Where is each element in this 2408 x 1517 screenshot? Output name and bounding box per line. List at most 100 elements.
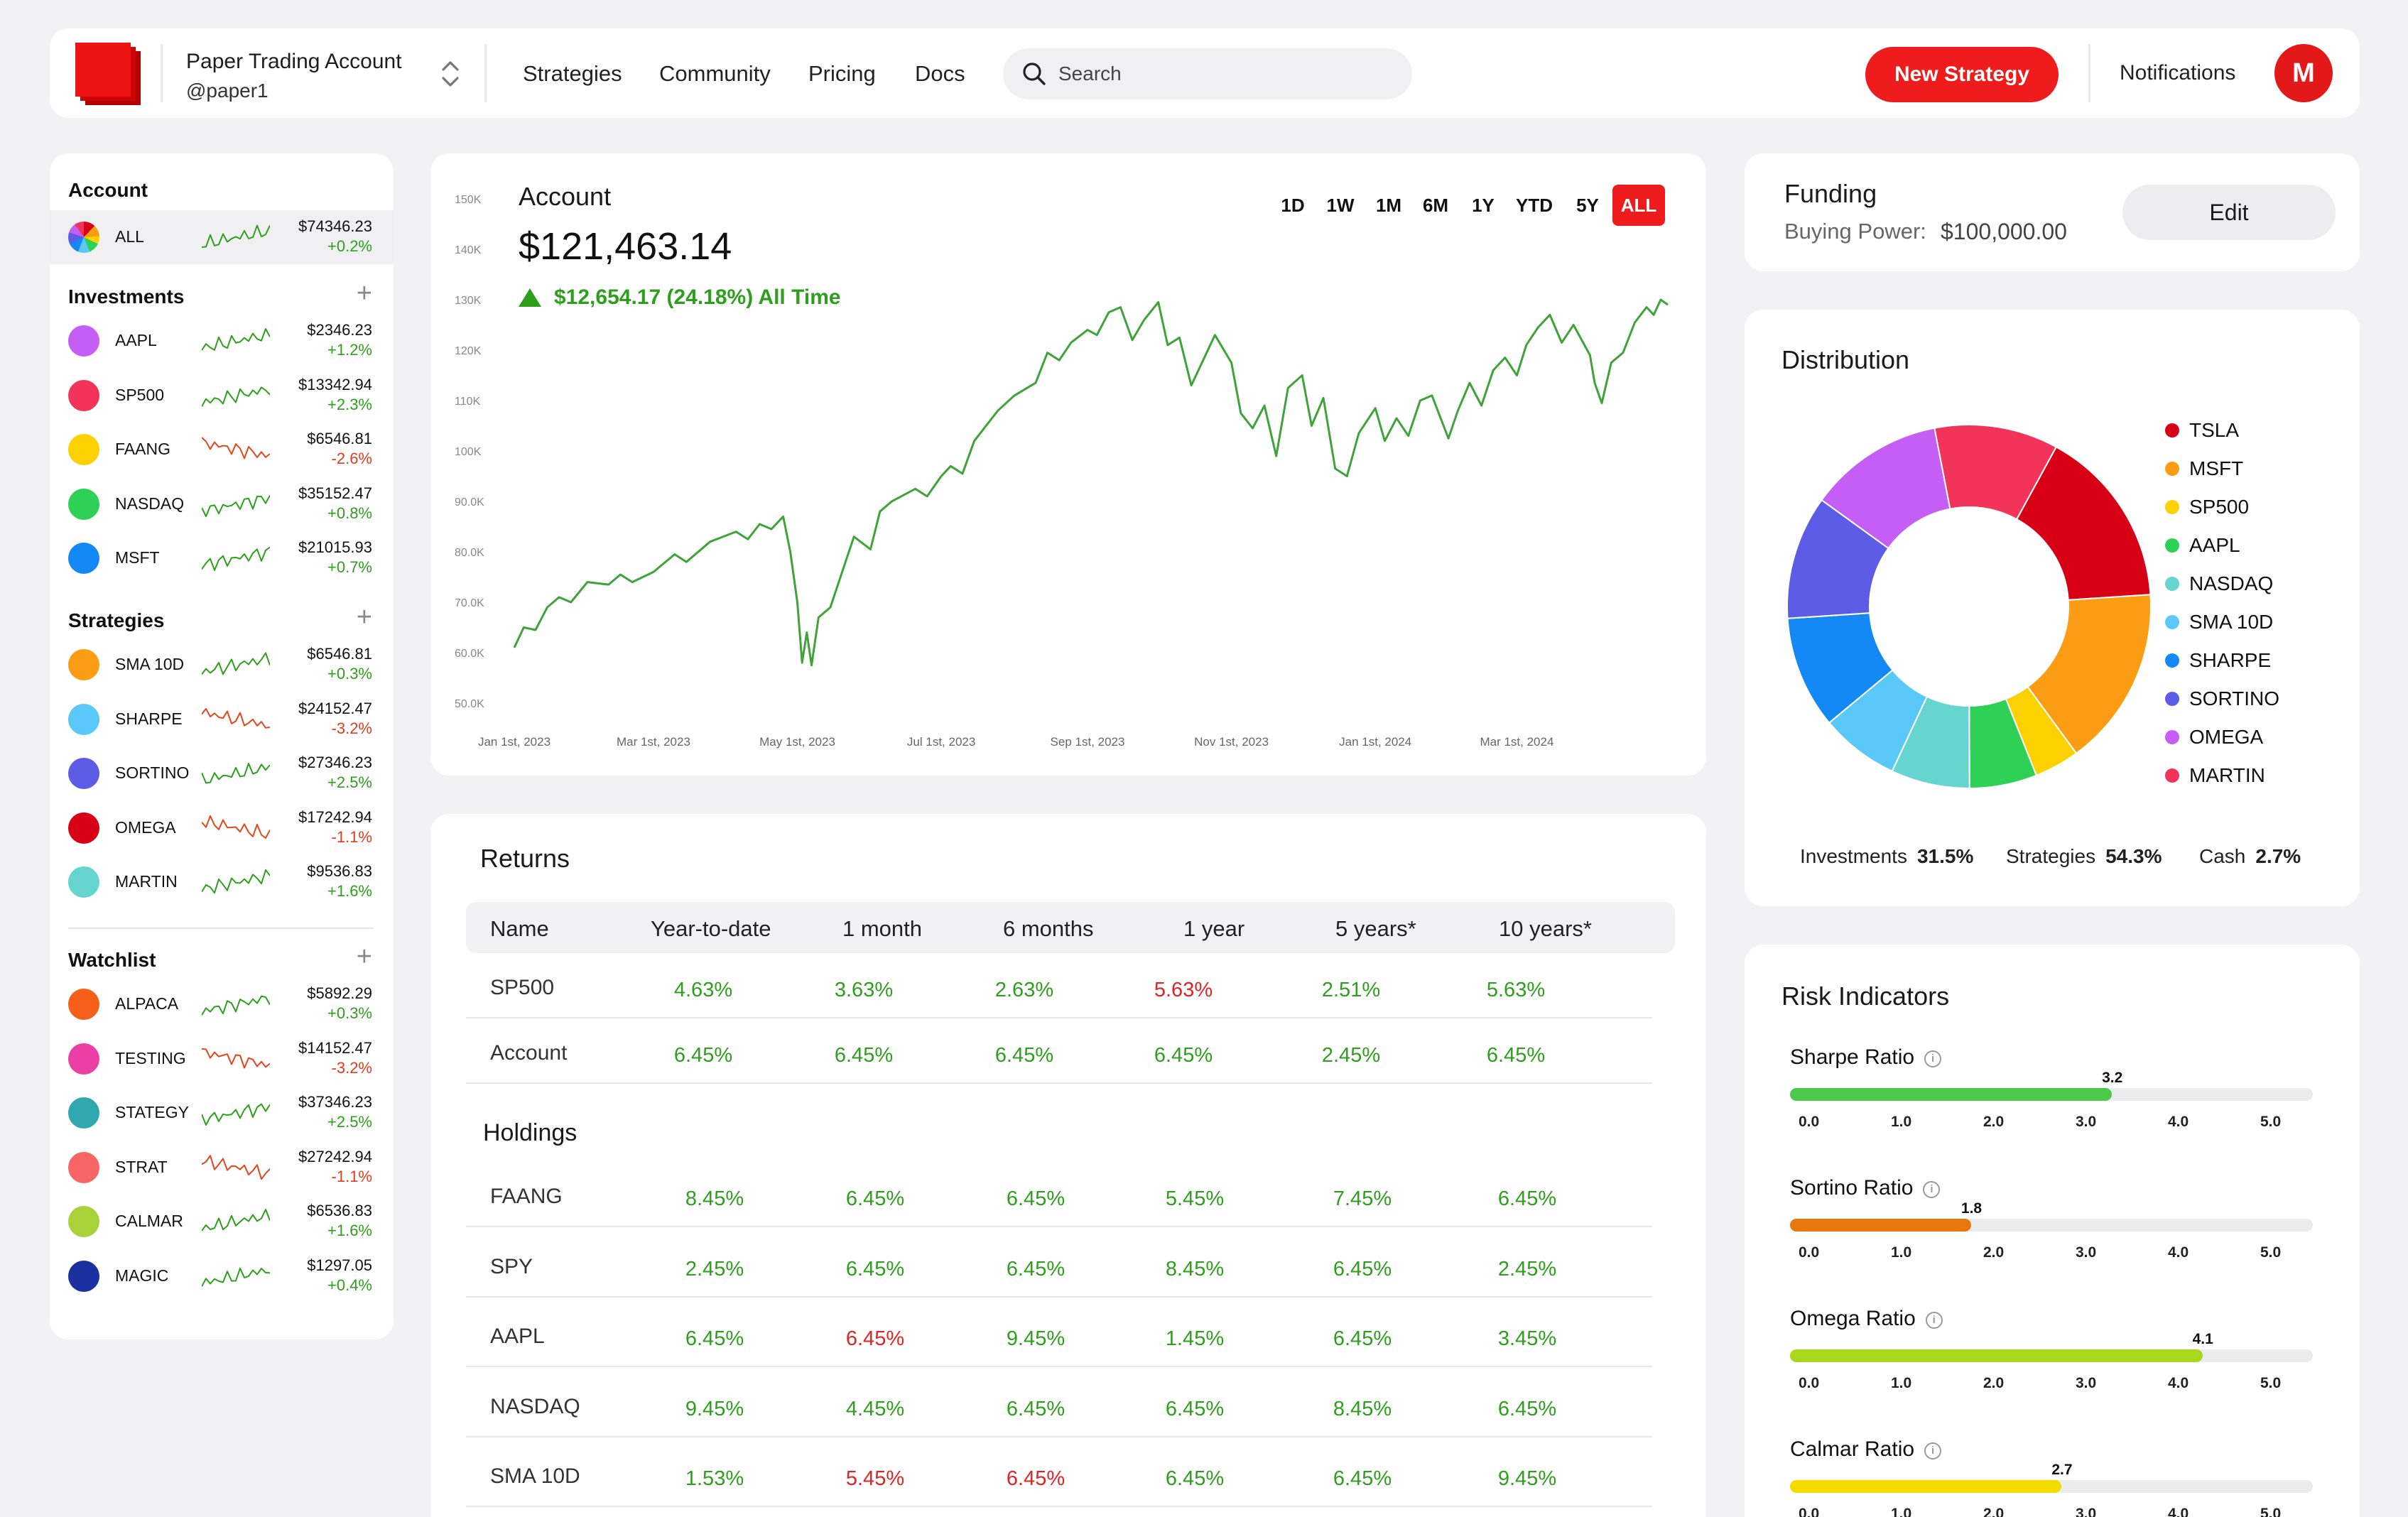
- range-1m[interactable]: 1M: [1375, 194, 1402, 216]
- legend-item-tsla[interactable]: TSLA: [2165, 419, 2239, 442]
- risk-tick-label: 1.0: [1891, 1506, 1912, 1517]
- account-switcher-icon[interactable]: [439, 57, 462, 91]
- avatar[interactable]: M: [2274, 44, 2333, 102]
- table-row[interactable]: AAPL 6.45% 6.45% 9.45% 1.45% 6.45% 3.45%: [466, 1302, 1652, 1367]
- column-header[interactable]: 10 years*: [1499, 916, 1592, 941]
- sparkline: [202, 386, 270, 407]
- return-cell: 6.45%: [834, 1044, 894, 1067]
- legend-item-nasdaq[interactable]: NASDAQ: [2165, 572, 2273, 595]
- sidebar-item-aapl[interactable]: AAPL $2346.23 +1.2%: [50, 314, 394, 368]
- info-icon[interactable]: i: [1923, 1181, 1941, 1198]
- sidebar-item-label: MARTIN: [115, 872, 178, 891]
- row-name: FAANG: [490, 1185, 563, 1208]
- return-cell: 2.45%: [1497, 1257, 1557, 1281]
- sidebar-item-change: +0.3%: [327, 665, 372, 683]
- sparkline: [202, 869, 270, 894]
- add-investment-icon[interactable]: +: [356, 278, 372, 308]
- brand-logo[interactable]: [75, 43, 141, 105]
- sparkline-path: [202, 652, 270, 675]
- column-header[interactable]: Year-to-date: [651, 916, 771, 941]
- sidebar-item-magic[interactable]: MAGIC $1297.05 +0.4%: [50, 1249, 394, 1303]
- edit-funding-button[interactable]: Edit: [2122, 185, 2336, 240]
- sidebar-item-strat[interactable]: STRAT $27242.94 -1.1%: [50, 1141, 394, 1195]
- sidebar-item-calmar[interactable]: CALMAR $6536.83 +1.6%: [50, 1195, 394, 1249]
- sidebar-item-nasdaq[interactable]: NASDAQ $35152.47 +0.8%: [50, 477, 394, 531]
- new-strategy-button[interactable]: New Strategy: [1865, 47, 2059, 102]
- sidebar-item-change: -1.1%: [331, 1167, 372, 1185]
- sparkline: [202, 1048, 270, 1069]
- sidebar-item-change: -3.2%: [331, 1058, 372, 1077]
- account-section-title: Account: [68, 179, 148, 201]
- legend-item-sma-10d[interactable]: SMA 10D: [2165, 611, 2273, 634]
- add-watchlist-icon[interactable]: +: [356, 942, 372, 972]
- donut-slice-tsla[interactable]: [2015, 445, 2152, 601]
- column-header[interactable]: 1 month: [842, 916, 923, 941]
- legend-item-sortino[interactable]: SORTINO: [2165, 687, 2279, 710]
- sidebar-item-all[interactable]: ALL $74346.23 +0.2%: [50, 210, 394, 264]
- sidebar-item-faang[interactable]: FAANG $6546.81 -2.6%: [50, 423, 394, 477]
- sidebar-item-stategy[interactable]: STATEGY $37346.23 +2.5%: [50, 1086, 394, 1140]
- donut-slice-msft[interactable]: [2027, 594, 2152, 755]
- info-icon[interactable]: i: [1924, 1442, 1942, 1459]
- range-ytd[interactable]: YTD: [1516, 194, 1553, 216]
- legend-item-aapl[interactable]: AAPL: [2165, 534, 2240, 557]
- range-all[interactable]: ALL: [1612, 185, 1665, 226]
- sparkline: [202, 707, 270, 729]
- risk-tick-label: 0.0: [1799, 1244, 1820, 1261]
- sidebar-item-martin[interactable]: MARTIN $9536.83 +1.6%: [50, 855, 394, 909]
- range-6m[interactable]: 6M: [1422, 194, 1449, 216]
- legend-dot-icon: [2165, 577, 2179, 591]
- range-1y[interactable]: 1Y: [1472, 194, 1495, 216]
- sidebar-item-sharpe[interactable]: SHARPE $24152.47 -3.2%: [50, 692, 394, 746]
- allocation-strategies: Strategies 54.3%: [2006, 845, 2162, 868]
- sidebar-item-sortino[interactable]: SORTINO $27346.23 +2.5%: [50, 746, 394, 800]
- sidebar-item-label: SP500: [115, 385, 165, 404]
- table-row[interactable]: SPY 2.45% 6.45% 6.45% 8.45% 6.45% 2.45%: [466, 1232, 1652, 1298]
- sidebar-item-alpaca[interactable]: ALPACA $5892.29 +0.3%: [50, 977, 394, 1031]
- search-box[interactable]: [1003, 48, 1412, 99]
- risk-name: Omega Ratio: [1790, 1307, 1916, 1330]
- sidebar-item-sp500[interactable]: SP500 $13342.94 +2.3%: [50, 369, 394, 423]
- watchlist-section-title: Watchlist: [68, 949, 156, 971]
- sparkline-path: [202, 995, 270, 1016]
- range-5y[interactable]: 5Y: [1576, 194, 1599, 216]
- sidebar-item-omega[interactable]: OMEGA $17242.94 -1.1%: [50, 801, 394, 855]
- sparkline: [202, 1267, 270, 1287]
- info-icon[interactable]: i: [1924, 1050, 1942, 1067]
- column-header[interactable]: 6 months: [1003, 916, 1094, 941]
- nav-link-strategies[interactable]: Strategies: [523, 61, 622, 86]
- table-row[interactable]: FAANG 8.45% 6.45% 6.45% 5.45% 7.45% 6.45%: [466, 1162, 1652, 1227]
- notifications-link[interactable]: Notifications: [2120, 61, 2236, 85]
- legend-item-omega[interactable]: OMEGA: [2165, 726, 2263, 749]
- info-icon[interactable]: i: [1925, 1312, 1943, 1329]
- sidebar-item-testing[interactable]: TESTING $14152.47 -3.2%: [50, 1032, 394, 1086]
- sidebar-item-msft[interactable]: MSFT $21015.93 +0.7%: [50, 531, 394, 585]
- risk-value-label: 4.1: [2192, 1331, 2213, 1347]
- range-1d[interactable]: 1D: [1281, 194, 1305, 216]
- donut-slice-martin[interactable]: [1934, 424, 2058, 521]
- sparkline-path: [202, 494, 270, 517]
- asset-color-icon: [68, 1206, 99, 1238]
- column-header[interactable]: 1 year: [1183, 916, 1245, 941]
- legend-item-sharpe[interactable]: SHARPE: [2165, 649, 2271, 672]
- sparkline: [202, 437, 270, 460]
- legend-item-sp500[interactable]: SP500: [2165, 496, 2249, 518]
- legend-item-martin[interactable]: MARTIN: [2165, 764, 2265, 787]
- range-1w[interactable]: 1W: [1326, 194, 1355, 216]
- legend-item-msft[interactable]: MSFT: [2165, 457, 2243, 480]
- nav-link-pricing[interactable]: Pricing: [808, 61, 876, 86]
- add-strategy-icon[interactable]: +: [356, 602, 372, 632]
- table-row[interactable]: NASDAQ 9.45% 4.45% 6.45% 6.45% 8.45% 6.45%: [466, 1372, 1652, 1437]
- risk-tick-label: 0.0: [1799, 1114, 1820, 1130]
- account-name[interactable]: Paper Trading Account: [186, 50, 402, 73]
- table-row[interactable]: Account 6.45% 6.45% 6.45% 6.45% 2.45% 6.45%: [466, 1018, 1652, 1084]
- table-row[interactable]: SMA 10D 1.53% 5.45% 6.45% 6.45% 6.45% 9.45%: [466, 1442, 1652, 1507]
- sidebar-item-value: $2346.23: [307, 321, 372, 339]
- nav-link-docs[interactable]: Docs: [915, 61, 965, 86]
- search-input[interactable]: [1058, 58, 1392, 89]
- nav-link-community[interactable]: Community: [659, 61, 771, 86]
- table-row[interactable]: SP500 4.63% 3.63% 2.63% 5.63% 2.51% 5.63%: [466, 953, 1652, 1018]
- y-tick-label: 110K: [455, 396, 481, 408]
- sidebar-item-sma-10d[interactable]: SMA 10D $6546.81 +0.3%: [50, 638, 394, 692]
- column-header[interactable]: 5 years*: [1335, 916, 1416, 941]
